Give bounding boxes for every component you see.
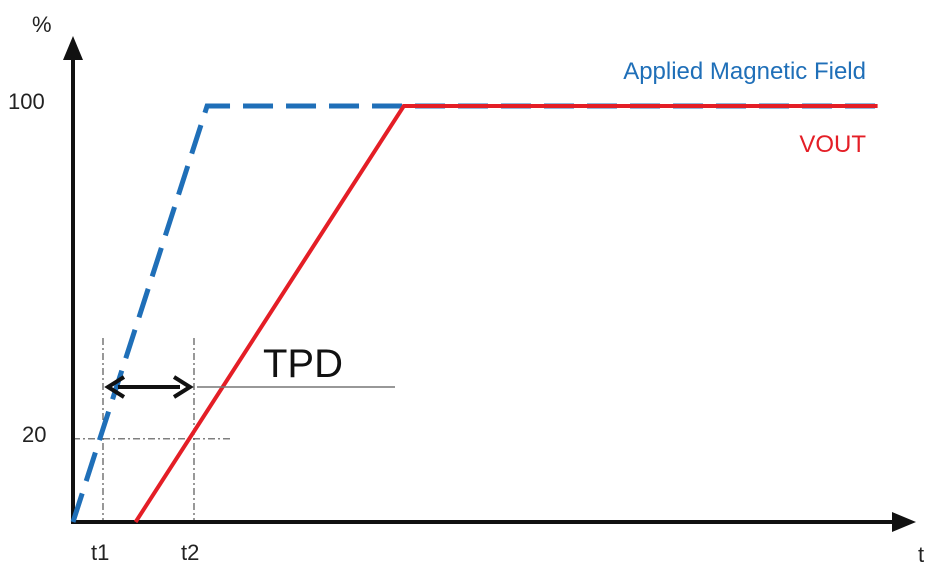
tpd-arrow-right-head [172, 375, 194, 399]
series-line-vout [133, 104, 878, 524]
x-axis-label: t [918, 542, 924, 567]
legend-label-applied-magnetic-field: Applied Magnetic Field [623, 58, 866, 85]
tpd-label: TPD [263, 342, 343, 386]
legend-label-vout: VOUT [799, 131, 866, 158]
series-layer [70, 103, 878, 524]
y-tick-label-20: 20 [22, 422, 46, 447]
x-tick-label-t1: t1 [91, 540, 109, 565]
y-axis-label: % [32, 12, 52, 37]
y-axis-arrowhead [63, 36, 83, 60]
x-tick-label-t2: t2 [181, 540, 199, 565]
tpd-arrow-left-head [104, 375, 126, 399]
x-axis-arrowhead [892, 512, 916, 532]
y-tick-label-100: 100 [8, 89, 45, 114]
tpd-annotation [104, 375, 395, 399]
